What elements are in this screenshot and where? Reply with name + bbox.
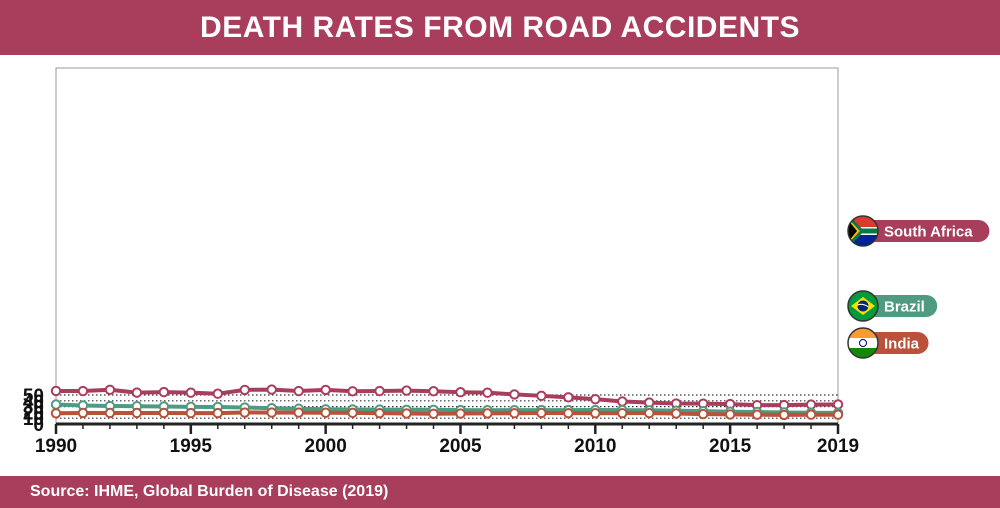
data-point: [617, 407, 628, 419]
x-tick-label: 1995: [170, 436, 213, 457]
data-point: [590, 393, 601, 405]
data-point: [455, 387, 466, 398]
x-tick-label: 2005: [439, 436, 482, 457]
data-point: [320, 407, 331, 418]
y-tick-label: 10: [23, 409, 44, 430]
plot-frame: [55, 67, 839, 425]
data-point: [778, 409, 790, 421]
series-line: [55, 387, 839, 408]
series-south-africa: [50, 384, 844, 411]
source-text: Source: IHME, Global Burden of Disease (…: [30, 483, 389, 500]
x-tick-label: 1990: [35, 436, 77, 457]
data-point: [832, 399, 844, 410]
data-point: [77, 385, 89, 397]
legend-label: South Africa: [884, 224, 973, 241]
data-point: [509, 408, 520, 419]
data-point: [724, 409, 736, 420]
series-line: [55, 410, 838, 417]
data-point: [617, 396, 628, 407]
y-tick-label: 50: [23, 386, 44, 407]
y-tick-label: 0: [33, 415, 44, 436]
legend-item-india: India: [847, 327, 929, 359]
data-point: [347, 407, 358, 419]
data-point: [212, 388, 223, 399]
data-point: [158, 386, 170, 398]
data-point: [428, 408, 439, 419]
y-tick-label: 30: [23, 398, 44, 419]
data-point: [50, 408, 62, 419]
data-point: [751, 409, 763, 420]
data-point: [185, 407, 197, 419]
data-point: [374, 385, 385, 397]
data-point: [832, 409, 844, 420]
data-point: [50, 385, 62, 397]
data-point: [50, 399, 62, 410]
data-point: [158, 407, 170, 419]
data-point: [239, 384, 250, 396]
data-point: [104, 407, 116, 419]
legend: South Africa Brazil India: [847, 215, 990, 359]
data-point: [563, 407, 574, 419]
legend-badge: [863, 332, 929, 354]
legend-badge: [863, 295, 938, 317]
data-point: [509, 389, 520, 400]
data-point: [347, 386, 358, 397]
data-point: [536, 407, 547, 419]
data-point: [320, 384, 331, 396]
x-tick-label: 2019: [817, 436, 859, 457]
india-flag-icon: [847, 327, 879, 359]
chart-title-bar: DEATH RATES FROM ROAD ACCIDENTS: [0, 0, 1000, 55]
legend-item-south-africa: South Africa: [847, 215, 990, 247]
source-bar: Source: IHME, Global Burden of Disease (…: [0, 476, 1000, 508]
data-point: [563, 392, 574, 403]
brazil-flag-icon: [847, 290, 879, 322]
data-point: [697, 408, 709, 420]
legend-item-brazil: Brazil: [847, 290, 938, 322]
data-point: [185, 387, 197, 398]
data-point: [401, 385, 412, 396]
data-point: [131, 387, 143, 398]
south-africa-flag-icon: [847, 215, 879, 247]
data-point: [805, 409, 817, 420]
data-point: [212, 407, 223, 419]
series-india: [50, 407, 844, 421]
chart-title: DEATH RATES FROM ROAD ACCIDENTS: [200, 11, 800, 44]
legend-label: India: [884, 336, 920, 353]
data-point: [104, 384, 116, 395]
data-point: [266, 407, 277, 418]
x-tick-label: 2000: [305, 436, 347, 457]
data-point: [131, 407, 143, 419]
data-point: [455, 408, 466, 419]
data-point: [428, 386, 439, 397]
data-point: [293, 407, 304, 418]
data-point: [644, 407, 655, 419]
data-point: [293, 385, 304, 397]
legend-badge: [863, 220, 990, 242]
data-point: [536, 390, 547, 402]
data-point: [374, 407, 385, 419]
data-point: [482, 387, 493, 398]
data-point: [671, 408, 682, 419]
x-tick-label: 2010: [574, 436, 616, 457]
y-tick-label: 20: [23, 403, 44, 424]
data-point: [590, 408, 601, 419]
series-lines: [50, 384, 844, 421]
y-tick-label: 40: [23, 392, 44, 413]
x-tick-label: 2015: [709, 436, 752, 457]
data-point: [239, 407, 250, 418]
data-point: [482, 408, 493, 419]
legend-label: Brazil: [884, 299, 925, 316]
data-point: [77, 407, 89, 419]
data-point: [266, 384, 277, 395]
data-point: [401, 408, 412, 419]
